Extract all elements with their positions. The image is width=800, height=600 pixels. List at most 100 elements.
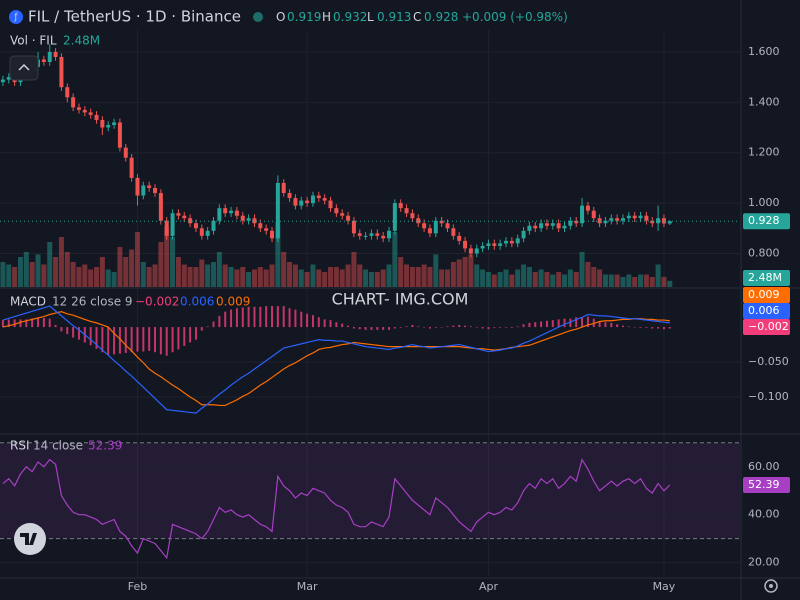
volume-bar xyxy=(515,269,521,287)
macd-hist-bar xyxy=(37,318,40,328)
macd-hist-bar xyxy=(540,321,543,328)
macd-hist-bar xyxy=(276,306,279,328)
candle-body xyxy=(568,220,573,226)
candle-body xyxy=(544,223,549,226)
macd-hist-bar xyxy=(475,327,478,328)
volume-bar xyxy=(0,262,6,287)
macd-hist-bar xyxy=(499,327,502,328)
volume-bar xyxy=(363,269,369,287)
volume-bar xyxy=(474,264,480,287)
macd-hist-bar xyxy=(200,327,203,331)
volume-bar xyxy=(17,257,23,287)
candle-body xyxy=(316,195,321,199)
rsi-value: 52.39 xyxy=(88,439,122,453)
settings-button[interactable] xyxy=(764,579,778,593)
price-tick-label: 1.200 xyxy=(748,146,780,159)
collapse-arrow xyxy=(18,63,30,71)
candle-body xyxy=(94,114,99,120)
volume-bar xyxy=(94,267,100,287)
candle-body xyxy=(632,215,637,219)
market-status xyxy=(253,12,263,22)
candle-body xyxy=(123,147,128,158)
macd-hist-bar xyxy=(616,324,619,328)
candle-body xyxy=(656,218,661,224)
macd-hist-bar xyxy=(347,325,350,328)
volume-bar xyxy=(573,272,579,287)
macd-hist-bar xyxy=(253,306,256,328)
candle-body xyxy=(182,215,187,219)
candle-body xyxy=(223,208,228,214)
macd-hist-bar xyxy=(189,327,192,343)
candle-body xyxy=(498,243,503,246)
volume-bar xyxy=(655,264,661,287)
candle-body xyxy=(398,203,403,209)
macd-hist-bar xyxy=(101,327,104,353)
high-value: 0.932 xyxy=(333,10,367,24)
volume-bar xyxy=(409,267,415,287)
volume-bar xyxy=(333,267,339,287)
macd-hist-bar xyxy=(382,327,385,330)
volume-bar xyxy=(620,277,626,287)
macd-hist-bar xyxy=(569,318,572,328)
rsi-label-bg xyxy=(743,476,790,493)
collapse-button[interactable] xyxy=(9,55,39,81)
macd-hist-bar xyxy=(177,327,180,350)
logo-glyph xyxy=(20,533,37,545)
symbol-title: FIL / TetherUS · 1D · Binance xyxy=(28,8,241,26)
volume-bar xyxy=(29,262,35,287)
macd-hist-bar xyxy=(522,324,525,328)
rsi-line xyxy=(2,458,671,560)
volume-bar xyxy=(58,237,64,287)
volume-bar xyxy=(275,222,281,287)
macd-hist-bar xyxy=(481,327,484,329)
macd-hist-bar xyxy=(528,322,531,328)
last-price-label-bg xyxy=(743,213,790,230)
plot-layer: Feb Mar Apr May 0.800 1.000 1.200 1.400 1.600 −0.… xyxy=(0,30,790,593)
volume-bar xyxy=(23,252,29,287)
volume-bar xyxy=(614,274,620,287)
volume-bar xyxy=(53,257,59,287)
volume-bar xyxy=(632,277,638,287)
candle-body xyxy=(509,240,514,244)
volume-bar xyxy=(304,272,310,287)
watermark: CHART- IMG.COM xyxy=(332,290,469,309)
symbol-icon xyxy=(9,10,23,24)
volume-bar xyxy=(538,269,544,287)
volume-bar xyxy=(480,269,486,287)
macd-hist-bar xyxy=(581,317,584,328)
rsi-tick-label: 60.00 xyxy=(748,460,780,473)
candle-body xyxy=(41,59,46,62)
macd-hist-bar xyxy=(89,327,92,346)
volume-bar xyxy=(216,252,222,287)
volume-bar xyxy=(187,267,193,287)
candle-body xyxy=(463,240,468,249)
macd-hist-bar xyxy=(393,327,396,329)
candle-body xyxy=(217,208,222,221)
macd-hist-bar xyxy=(464,325,467,328)
volume-bar xyxy=(398,257,404,287)
volume-label-bg xyxy=(743,270,790,286)
x-tick-label: Feb xyxy=(128,580,147,593)
candle-body xyxy=(252,218,257,224)
macd-hist-bar xyxy=(25,319,28,328)
open-value: 0.919 xyxy=(287,10,321,24)
candle-body xyxy=(117,122,122,148)
candle-body xyxy=(591,210,596,219)
high-prefix: H xyxy=(322,10,331,24)
macd-hist-bar xyxy=(446,326,449,328)
volume-bar xyxy=(257,267,263,287)
macd-hist-bar xyxy=(627,326,630,328)
macd-title: MACD xyxy=(10,295,46,309)
volume-bar xyxy=(70,262,76,287)
volume-bar xyxy=(152,264,158,287)
volume-bar xyxy=(322,272,328,287)
symbol-icon-glyph: ƒ xyxy=(13,13,18,23)
volume-bar xyxy=(532,272,538,287)
volume-bar xyxy=(292,264,298,287)
macd-hist-bar xyxy=(458,324,461,328)
candle-body xyxy=(539,223,544,229)
volume-bar xyxy=(667,280,673,287)
candle-body xyxy=(433,220,438,234)
macd-hist-bar xyxy=(557,319,560,328)
volume-bar xyxy=(251,269,257,287)
